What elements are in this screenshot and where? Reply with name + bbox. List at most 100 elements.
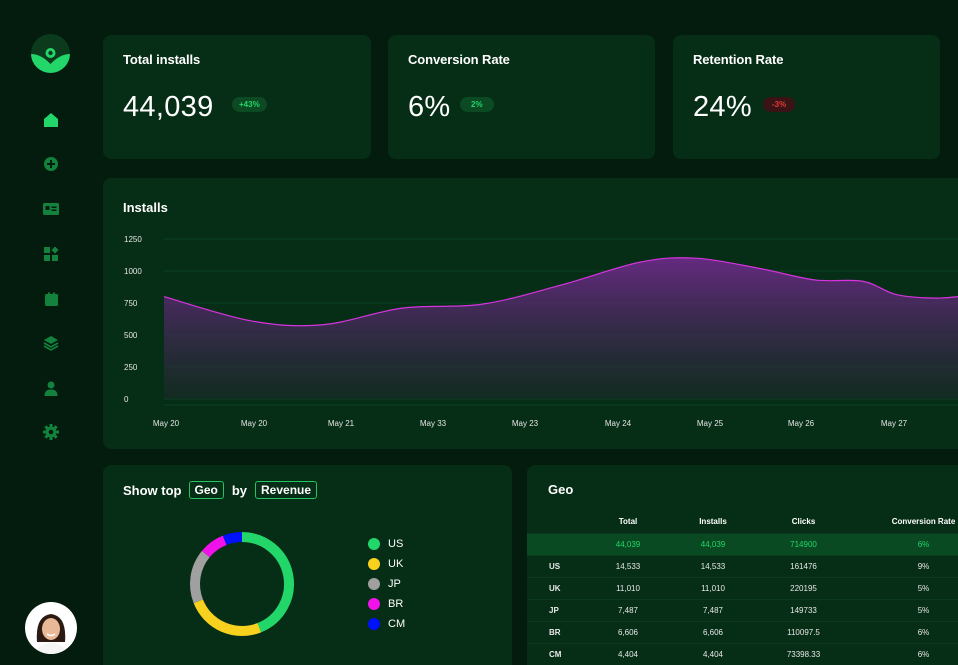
total-cell: 6%	[850, 532, 958, 555]
settings-icon[interactable]	[40, 421, 62, 443]
metric-select[interactable]: Revenue	[255, 481, 318, 499]
table-total-row: 44,039 44,039 714900 6%	[527, 532, 958, 555]
calendar-icon[interactable]	[40, 288, 62, 310]
trend-badge: -3%	[763, 97, 796, 112]
sidebar	[0, 0, 100, 665]
widgets-icon[interactable]	[40, 243, 62, 265]
legend-dot	[368, 618, 380, 630]
donut-slice-cm[interactable]	[222, 532, 243, 546]
geo-donut-chart	[190, 532, 294, 636]
legend-dot	[368, 578, 380, 590]
table-row[interactable]: CM 4,404 4,404 73398.33 6%	[527, 642, 958, 665]
kpi-title: Conversion Rate	[408, 52, 510, 67]
geo-table: Total Installs Clicks Conversion Rate 44…	[527, 511, 958, 665]
donut-slice-jp[interactable]	[190, 550, 210, 604]
layers-icon[interactable]	[40, 332, 62, 354]
table-cell: 6%	[850, 642, 958, 665]
y-tick-label: 750	[124, 299, 138, 308]
kpi-title: Total installs	[123, 52, 201, 67]
legend-dot	[368, 598, 380, 610]
total-cell	[527, 532, 587, 555]
table-row[interactable]: JP 7,487 7,487 149733 5%	[527, 598, 958, 621]
top-geo-header: Show top Geo by Revenue	[123, 481, 321, 499]
geo-table-panel: Geo Total Installs Clicks Conversion Rat…	[527, 465, 958, 665]
table-cell: 11,010	[587, 576, 669, 599]
installs-chart: 0 250 500 750 1000 1250 May 20 May 20 May 21 May …	[124, 235, 958, 428]
table-cell: 4,404	[587, 642, 669, 665]
table-cell: 110097.5	[757, 620, 850, 643]
donut-slice-us[interactable]	[241, 532, 294, 633]
x-tick-label: May 25	[697, 419, 724, 428]
total-cell: 44,039	[587, 532, 669, 555]
column-header-clicks[interactable]: Clicks	[791, 517, 816, 527]
x-tick-label: May 24	[605, 419, 632, 428]
x-tick-label: May 27	[881, 419, 908, 428]
donut-slice-br[interactable]	[201, 535, 227, 558]
legend-label: UK	[388, 558, 404, 570]
kpi-title: Retention Rate	[693, 52, 784, 67]
kpi-value: 24%	[693, 91, 752, 123]
kpi-value: 44,039	[123, 91, 214, 123]
legend-label: BR	[388, 598, 404, 610]
table-cell: 149733	[757, 598, 850, 621]
table-cell: UK	[527, 576, 587, 599]
x-tick-label: May 33	[420, 419, 447, 428]
legend-item-uk[interactable]: UK	[368, 557, 403, 571]
avatar[interactable]	[25, 602, 77, 654]
show-top-label: Show top	[123, 482, 182, 498]
y-tick-label: 1000	[124, 267, 142, 276]
installs-series-line	[163, 257, 958, 327]
column-header-conversion-rate[interactable]: Conversion Rate	[891, 517, 956, 527]
total-cell: 714900	[757, 532, 850, 555]
legend-item-us[interactable]: US	[368, 537, 403, 551]
table-cell: 161476	[757, 554, 850, 577]
table-cell: 220195	[757, 576, 850, 599]
installs-chart-card: Installs 0 250 500 750 1000 1250 May 20 May 20 M…	[103, 178, 958, 449]
x-tick-label: May 23	[512, 419, 539, 428]
table-cell: BR	[527, 620, 587, 643]
table-row[interactable]: US 14,533 14,533 161476 9%	[527, 554, 958, 577]
home-icon[interactable]	[40, 109, 62, 131]
top-geo-panel: Show top Geo by Revenue US UK JP BR CM	[103, 465, 512, 665]
table-cell: 5%	[850, 576, 958, 599]
legend-item-br[interactable]: BR	[368, 597, 403, 611]
x-tick-label: May 21	[328, 419, 355, 428]
y-tick-label: 250	[124, 363, 138, 372]
trend-badge: +43%	[232, 97, 267, 112]
dimension-select[interactable]: Geo	[188, 481, 224, 499]
table-row[interactable]: BR 6,606 6,606 110097.5 6%	[527, 620, 958, 643]
logo-icon	[31, 34, 70, 73]
table-cell: 6,606	[587, 620, 669, 643]
table-cell: 6%	[850, 620, 958, 643]
person-icon[interactable]	[40, 377, 62, 399]
kpi-card-conversion-rate: Conversion Rate 6% 2%	[388, 35, 655, 159]
table-cell: 4,404	[669, 642, 757, 665]
table-cell: JP	[527, 598, 587, 621]
table-cell: 5%	[850, 598, 958, 621]
legend-label: JP	[388, 578, 401, 590]
legend-dot	[368, 558, 380, 570]
table-cell: 14,533	[669, 554, 757, 577]
total-cell: 44,039	[669, 532, 757, 555]
legend-item-cm[interactable]: CM	[368, 617, 405, 631]
chart-title: Installs	[123, 200, 168, 215]
column-header-total[interactable]: Total	[618, 517, 638, 527]
donut-slice-uk[interactable]	[193, 599, 262, 636]
table-row[interactable]: UK 11,010 11,010 220195 5%	[527, 576, 958, 599]
geo-table-title: Geo	[548, 482, 574, 497]
table-header-row: Total Installs Clicks Conversion Rate	[527, 511, 958, 533]
table-cell: 11,010	[669, 576, 757, 599]
table-cell: CM	[527, 642, 587, 665]
table-cell: 73398.33	[757, 642, 850, 665]
y-tick-label: 1250	[124, 235, 142, 244]
kpi-card-retention-rate: Retention Rate 24% -3%	[673, 35, 940, 159]
column-header-installs[interactable]: Installs	[699, 517, 727, 527]
by-label: by	[231, 482, 248, 498]
legend-dot	[368, 538, 380, 550]
legend-label: US	[388, 538, 404, 550]
table-cell: 6,606	[669, 620, 757, 643]
add-circle-icon[interactable]	[40, 153, 62, 175]
table-cell: 7,487	[669, 598, 757, 621]
legend-item-jp[interactable]: JP	[368, 577, 401, 591]
id-card-icon[interactable]	[40, 198, 62, 220]
